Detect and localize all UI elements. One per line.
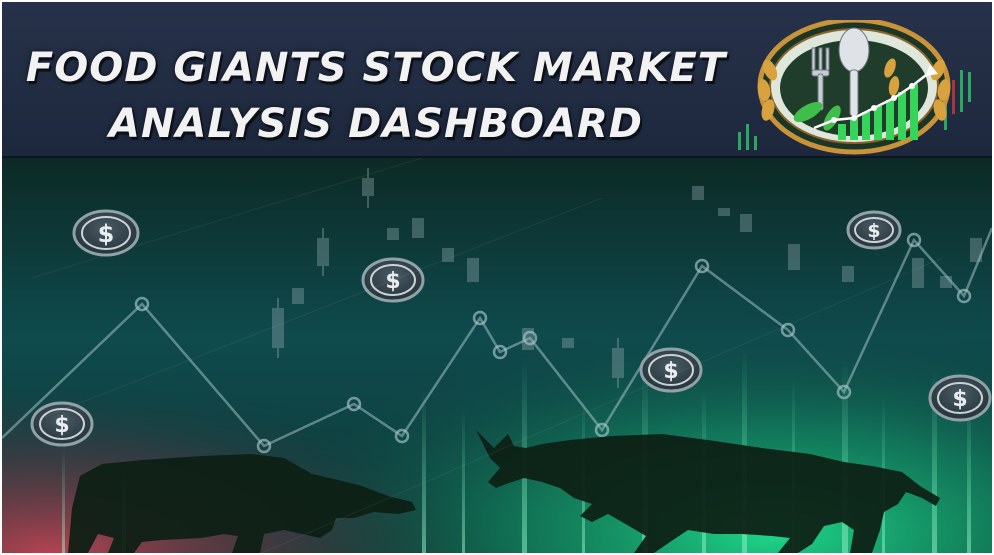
bear-silhouette: [68, 454, 416, 553]
svg-text:$: $: [98, 220, 115, 248]
svg-text:$: $: [952, 387, 967, 412]
svg-text:$: $: [385, 269, 400, 294]
svg-text:$: $: [54, 413, 69, 438]
title-line-1: FOOD GIANTS STOCK MARKET: [25, 45, 727, 91]
food-stock-logo: [738, 20, 971, 155]
title-line-2: ANALYSIS DASHBOARD: [109, 101, 643, 147]
hero-banner: $ $ $ $: [2, 158, 992, 553]
header-bar: FOOD GIANTS STOCK MARKET ANALYSIS DASHBO…: [2, 2, 992, 158]
wheat-icon: [757, 58, 951, 121]
svg-text:$: $: [663, 359, 678, 384]
watermark-pattern: [31, 158, 943, 553]
bull-bear-illustration: $ $ $ $: [2, 158, 992, 553]
fork-icon: [811, 47, 830, 111]
dollar-coin-icon: $ $ $ $: [30, 209, 992, 447]
line-chart-graphic: [2, 227, 992, 454]
rising-bar-chart-icon: [838, 84, 918, 140]
candlestick-graphic: [272, 168, 982, 388]
svg-text:$: $: [867, 220, 880, 242]
bull-silhouette: [476, 430, 940, 553]
page-title: FOOD GIANTS STOCK MARKET ANALYSIS DASHBO…: [16, 40, 736, 152]
